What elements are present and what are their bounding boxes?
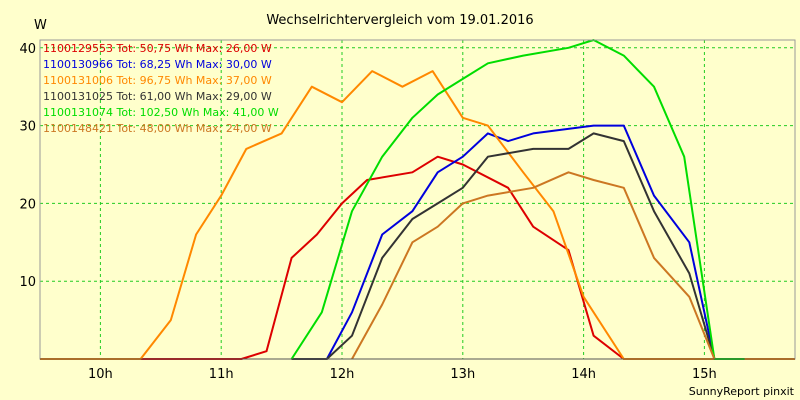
x-tick-label: 10h — [88, 367, 113, 382]
legend-entry: 1100129553 Tot: 50,75 Wh Max: 26,00 W — [43, 42, 272, 55]
legend-entry: 1100148421 Tot: 48,00 Wh Max: 24,00 W — [43, 122, 272, 135]
footer-credit: SunnyReport pinxit — [689, 385, 795, 398]
x-tick-label: 15h — [692, 367, 717, 382]
legend-entry: 1100131006 Tot: 96,75 Wh Max: 37,00 W — [43, 74, 272, 87]
x-tick-label: 14h — [571, 367, 596, 382]
x-tick-label: 13h — [450, 367, 475, 382]
series-line-6 — [351, 171, 716, 360]
legend-entry: 1100131025 Tot: 61,00 Wh Max: 29,00 W — [43, 90, 272, 103]
y-tick-label: 20 — [19, 197, 36, 212]
grid — [40, 40, 795, 359]
y-axis-label: W — [34, 18, 47, 33]
chart-title: Wechselrichtervergleich vom 19.01.2016 — [266, 13, 533, 28]
x-tick-label: 11h — [209, 367, 234, 382]
y-tick-label: 40 — [19, 42, 36, 57]
legend: 1100129553 Tot: 50,75 Wh Max: 26,00 W 110… — [43, 42, 279, 135]
axes: 10 20 30 40 10h 11h 12h 13h 14h 15h — [19, 39, 796, 382]
x-tick-label: 12h — [330, 367, 355, 382]
y-tick-label: 30 — [19, 120, 36, 135]
y-tick-label: 10 — [19, 275, 36, 290]
series-line-4 — [291, 132, 716, 360]
series-layer — [40, 39, 795, 360]
legend-entry: 1100131074 Tot: 102,50 Wh Max: 41,00 W — [43, 106, 279, 119]
legend-entry: 1100130966 Tot: 68,25 Wh Max: 30,00 W — [43, 58, 272, 71]
series-line-2 — [291, 124, 716, 360]
series-line-3 — [40, 70, 795, 360]
series-line-5 — [290, 39, 745, 360]
